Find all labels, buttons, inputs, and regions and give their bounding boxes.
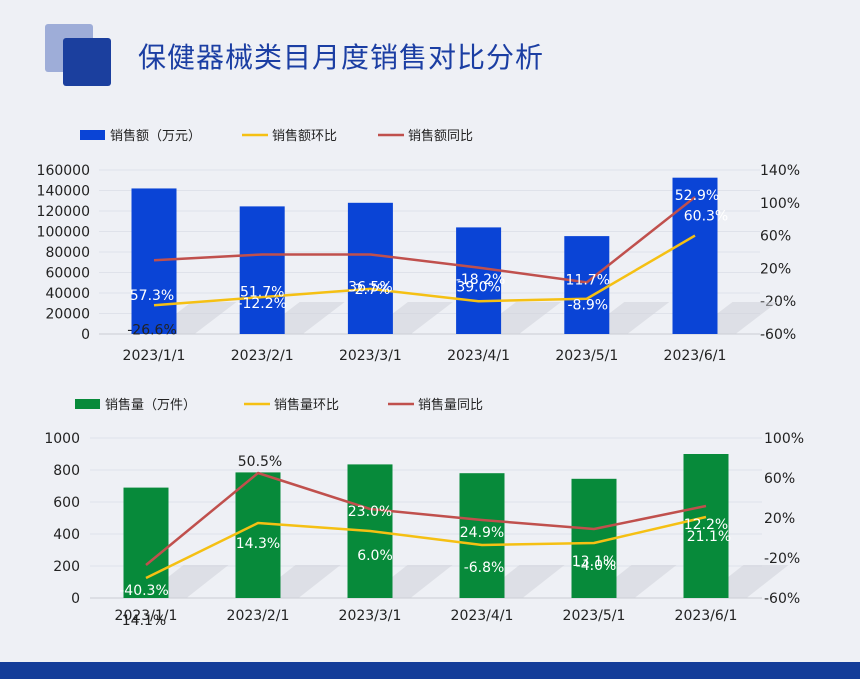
right-axis-tick-label: 140% [760,163,800,179]
left-axis-tick-label: 800 [53,463,80,479]
mom-data-label: -6.8% [464,560,505,576]
mom-data-label: 2.7% [355,282,391,298]
left-axis-tick-label: 40000 [45,286,90,302]
yoy-data-label: 36.5% [348,279,392,295]
yoy-data-label: 23.0% [348,504,392,520]
yoy-data-label: 51.7% [240,284,284,300]
mom-data-label: 21.1% [687,529,731,545]
bar [683,454,729,598]
left-axis-tick-label: 400 [53,527,80,543]
yoy-line [145,471,707,566]
mom-data-label: -12.2% [237,296,287,312]
yoy-line [153,196,696,284]
yoy-data-label: 50.5% [238,454,282,470]
bar [347,202,393,334]
mom-data-label: -4.0% [576,558,617,574]
mom-data-label: -26.6% [127,322,177,338]
left-axis-tick-label: 0 [71,591,80,607]
yoy-data-label: 52.9% [675,188,719,204]
mom-data-label: 6.0% [357,548,393,564]
mom-data-label: 14.3% [236,536,280,552]
left-axis-tick-label: 140000 [37,184,90,200]
right-axis-tick-label: 20% [760,261,791,277]
yoy-data-label: 24.9% [460,525,504,541]
x-axis-tick-label: 2023/1/1 [115,608,178,624]
bar [672,177,718,334]
mom-data-label: 60.3% [684,209,728,225]
x-axis-tick-label: 2023/2/1 [231,348,294,364]
legend-bar-swatch [75,399,100,409]
x-axis-tick-label: 2023/6/1 [664,348,727,364]
x-axis-tick-label: 2023/3/1 [339,608,402,624]
bar [459,473,505,598]
left-axis-tick-label: 20000 [45,307,90,323]
x-axis-tick-label: 2023/5/1 [555,348,618,364]
bar [456,227,502,334]
left-axis-tick-label: 200 [53,559,80,575]
yoy-data-label: 14.1% [122,613,166,629]
left-axis-tick-label: 600 [53,495,80,511]
left-axis-tick-label: 160000 [37,163,90,179]
left-axis-tick-label: 0 [81,327,90,343]
sales-amount-chart: 销售额（万元） 销售额环比 销售额同比 0 20000 40000 60000 80000 10… [37,128,800,364]
yoy-data-label: 57.3% [130,288,174,304]
x-axis-tick-label: 2023/2/1 [227,608,290,624]
sales-volume-chart: 销售量（万件） 销售量环比 销售量同比 0 200 400 600 800 1000 -60% -2… [44,397,804,629]
mom-data-label: -18.2% [456,272,506,288]
yoy-data-label: 13.1% [572,554,616,570]
bar [239,206,285,334]
right-axis-tick-label: 100% [764,431,804,447]
mom-line [153,234,696,307]
left-axis-tick-label: 120000 [37,204,90,220]
right-axis-tick-label: -20% [764,551,800,567]
right-axis-tick-label: -60% [760,327,796,343]
left-axis-tick-label: 80000 [45,245,90,261]
right-axis-tick-label: 60% [764,471,795,487]
x-axis-tick-label: 2023/3/1 [339,348,402,364]
right-axis-tick-label: 20% [764,511,795,527]
yoy-data-label: 39.0% [456,280,500,296]
left-axis-tick-label: 1000 [44,431,80,447]
bar [564,236,610,334]
legend-label: 销售量（万件） [105,397,196,413]
mom-data-label: -8.9% [567,298,608,314]
legend-label: 销售量同比 [418,397,483,413]
right-axis-tick-label: 60% [760,229,791,245]
x-axis-tick-label: 2023/5/1 [563,608,626,624]
legend-label: 销售量环比 [274,397,339,413]
bar [131,188,177,334]
legend-label: 销售额环比 [272,128,337,144]
right-axis-tick-label: 100% [760,196,800,212]
footer-bar [0,662,860,679]
page-title: 保健器械类目月度销售对比分析 [138,41,545,74]
bar [235,472,281,598]
right-axis-tick-label: -60% [764,591,800,607]
x-axis-tick-label: 2023/4/1 [451,608,514,624]
left-axis-tick-label: 100000 [37,225,90,241]
legend-bar-swatch [80,130,105,140]
x-axis-tick-label: 2023/6/1 [675,608,738,624]
mom-data-label: -40.3% [119,583,169,599]
yoy-data-label: 12.2% [684,517,728,533]
yoy-data-label: 11.7% [566,272,610,288]
left-axis-tick-label: 60000 [45,266,90,282]
title-decoration-front [63,38,111,86]
legend-label: 销售额同比 [408,128,473,144]
x-axis-tick-label: 2023/1/1 [123,348,186,364]
bar [123,487,169,598]
x-axis-tick-label: 2023/4/1 [447,348,510,364]
legend-label: 销售额（万元） [110,128,201,144]
mom-line [145,515,707,580]
